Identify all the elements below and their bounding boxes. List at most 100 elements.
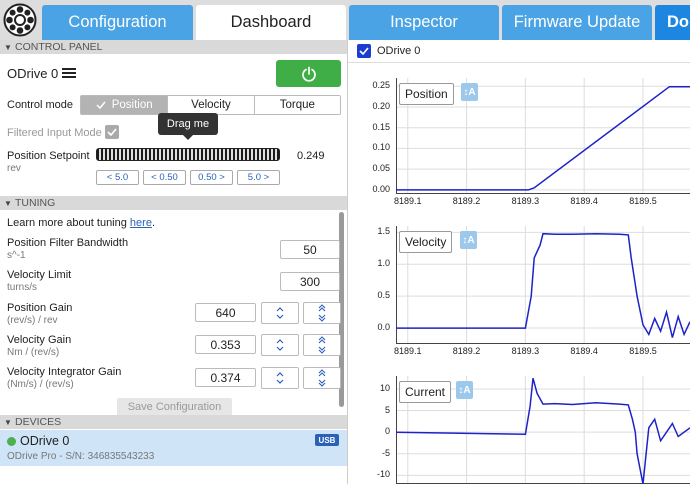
x-tick-label: 8189.5: [629, 196, 657, 206]
odrive-logo-icon: [3, 3, 37, 37]
tab-bar: Configuration Dashboard Inspector Firmwa…: [0, 0, 690, 40]
position-plot-canvas[interactable]: [396, 78, 690, 194]
vel-int-gain-input[interactable]: 0.374: [195, 368, 256, 387]
velocity-limit-label: Velocity Limit: [7, 269, 72, 281]
chevron-left-icon: <: [106, 172, 115, 183]
position-plot-title: Position: [399, 83, 454, 105]
tuning-header[interactable]: ▼ TUNING: [0, 196, 347, 210]
device-list-item[interactable]: ODrive 0 ODrive Pro - S/N: 346835543233 …: [0, 430, 347, 466]
velocity-plot-title: Velocity: [399, 231, 453, 253]
x-tick-label: 8189.1: [393, 346, 422, 356]
y-tick-label: 0.05: [372, 163, 390, 174]
velocity-gain-input[interactable]: 0.353: [195, 335, 256, 354]
step-plus-5-button[interactable]: 5.0 >: [237, 170, 280, 185]
chevron-up-down-icon: [276, 339, 284, 351]
position-filter-input[interactable]: 50: [280, 240, 340, 259]
x-tick-label: 8189.2: [452, 196, 481, 206]
velocity-limit-input[interactable]: 300: [280, 272, 340, 291]
check-icon: [359, 47, 369, 55]
x-tick-label: 8189.4: [570, 346, 598, 356]
position-gain-increase-button[interactable]: [261, 302, 299, 324]
current-plot: Current ↕A 10 5 0 -5 -10: [348, 376, 690, 484]
drag-tooltip: Drag me: [158, 113, 218, 135]
device-title: ODrive 0: [7, 66, 59, 81]
series-line: [396, 232, 690, 338]
position-gain-double-step-button[interactable]: [303, 302, 341, 324]
velocity-gain-label: Velocity Gain: [7, 334, 72, 346]
velocity-limit-unit: turns/s: [7, 282, 38, 293]
menu-icon[interactable]: [62, 67, 77, 79]
plots-device-checkbox[interactable]: [357, 44, 371, 58]
save-configuration-button[interactable]: Save Configuration: [117, 398, 232, 416]
filtered-input-label: Filtered Input Mode: [7, 127, 102, 139]
position-plot: Position ↕A 0.25 0.20 0.15 0.10 0.05 0.00 818…: [348, 78, 690, 211]
tuning-scrollbar[interactable]: [339, 212, 344, 407]
y-tick-label: 0.00: [372, 183, 390, 194]
y-tick-label: 0: [384, 426, 390, 437]
power-button[interactable]: [276, 60, 341, 87]
control-panel-header[interactable]: ▼ CONTROL PANEL: [0, 40, 347, 54]
device-name: ODrive 0: [20, 434, 70, 448]
x-tick-label: 8189.2: [452, 346, 481, 356]
position-filter-unit: s^-1: [7, 250, 26, 261]
control-mode-label: Control mode: [7, 99, 74, 111]
current-plot-canvas[interactable]: [396, 376, 690, 484]
tab-dashboard[interactable]: Dashboard: [196, 5, 346, 40]
setpoint-slider[interactable]: [96, 148, 280, 161]
tooltip-arrow: [183, 135, 193, 140]
chevron-right-icon: >: [261, 172, 270, 183]
double-chevron-icon: [318, 369, 326, 387]
y-tick-label: 5: [384, 404, 390, 415]
usb-badge: USB: [315, 434, 339, 446]
series-line: [396, 378, 690, 484]
step-minus-0.5-button[interactable]: < 0.50: [143, 170, 186, 185]
y-tick-label: 0.0: [377, 322, 390, 333]
chevron-down-icon: ▼: [4, 417, 12, 427]
power-icon: [301, 66, 316, 82]
y-tick-label: 0.20: [372, 101, 390, 111]
autoscale-icon[interactable]: ↕A: [460, 231, 477, 249]
velocity-gain-double-step-button[interactable]: [303, 334, 341, 356]
y-tick-label: 0.25: [372, 80, 390, 91]
x-tick-label: 8189.4: [570, 196, 598, 206]
devices-header[interactable]: ▼ DEVICES: [0, 415, 347, 429]
vel-int-gain-unit: (Nm/s) / (rev/s): [7, 379, 74, 390]
mode-velocity-button[interactable]: Velocity: [167, 96, 253, 114]
setpoint-unit: rev: [7, 163, 21, 174]
check-icon: [107, 128, 117, 136]
y-tick-label: -10: [376, 469, 390, 480]
position-gain-label: Position Gain: [7, 302, 73, 314]
chevron-down-icon: ▼: [4, 198, 12, 208]
y-tick-label: 0.5: [377, 290, 390, 301]
control-mode-selector: Position Velocity Torque: [80, 95, 341, 115]
y-tick-label: 0.10: [372, 142, 390, 153]
filtered-input-checkbox[interactable]: [105, 125, 119, 139]
position-gain-unit: (rev/s) / rev: [7, 315, 58, 326]
step-plus-0.5-button[interactable]: 0.50 >: [190, 170, 233, 185]
position-gain-input[interactable]: 640: [195, 303, 256, 322]
vel-int-gain-label: Velocity Integrator Gain: [7, 366, 122, 378]
series-line: [396, 85, 690, 191]
current-plot-title: Current: [399, 381, 452, 403]
tab-firmware-update[interactable]: Firmware Update: [502, 5, 652, 40]
x-tick-label: 8189.3: [511, 196, 540, 206]
y-tick-label: 10: [379, 382, 390, 393]
autoscale-icon[interactable]: ↕A: [461, 83, 478, 101]
vel-int-gain-double-step-button[interactable]: [303, 367, 341, 389]
chevron-down-icon: ▼: [4, 42, 12, 52]
x-tick-label: 8189.3: [511, 346, 540, 356]
velocity-gain-increase-button[interactable]: [261, 334, 299, 356]
tab-inspector[interactable]: Inspector: [349, 5, 499, 40]
learn-tuning-text: Learn more about tuning here.: [7, 217, 156, 229]
tuning-help-link[interactable]: here: [129, 217, 152, 229]
vel-int-gain-increase-button[interactable]: [261, 367, 299, 389]
autoscale-icon[interactable]: ↕A: [456, 381, 473, 399]
mode-position-button[interactable]: Position: [81, 96, 168, 114]
y-tick-label: 0.15: [372, 121, 390, 132]
device-detail: ODrive Pro - S/N: 346835543233: [7, 451, 155, 462]
divider: [348, 62, 690, 63]
step-minus-5-button[interactable]: < 5.0: [96, 170, 139, 185]
tab-configuration[interactable]: Configuration: [42, 5, 193, 40]
mode-torque-button[interactable]: Torque: [253, 96, 340, 114]
tab-overflow[interactable]: Do: [655, 5, 690, 40]
